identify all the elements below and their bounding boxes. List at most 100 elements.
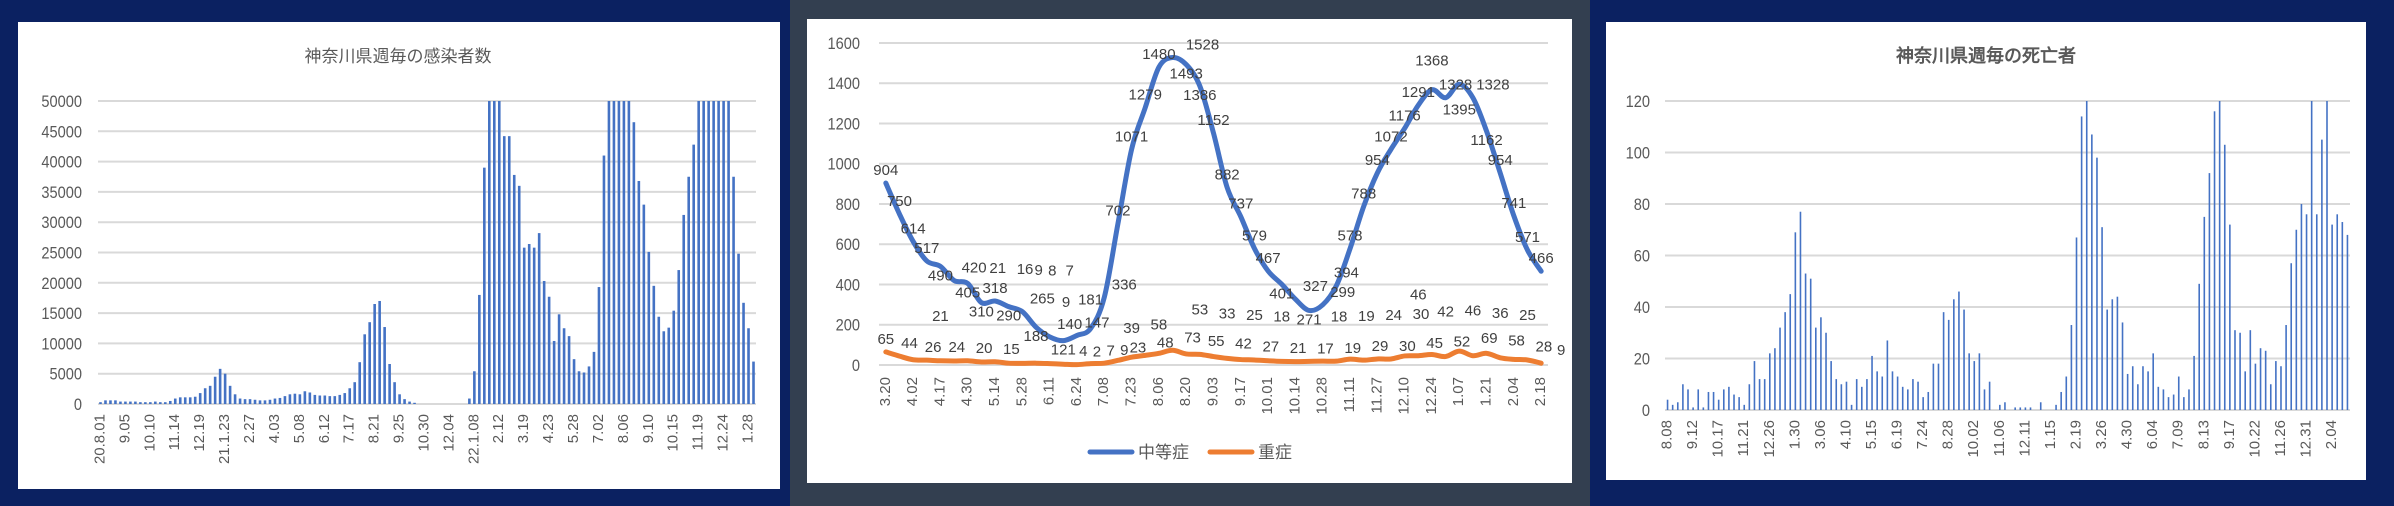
bar — [159, 402, 162, 404]
bar — [602, 155, 606, 404]
bar — [273, 398, 277, 404]
bar — [682, 214, 686, 404]
bar — [2280, 366, 2282, 410]
bar — [677, 270, 681, 404]
x-tick-label: 11.06 — [1991, 420, 2008, 456]
data-label: 9 — [1557, 342, 1565, 359]
x-tick-label: 9.03 — [1204, 377, 1221, 406]
bar — [243, 399, 247, 404]
x-tick-label: 2.04 — [2323, 420, 2340, 449]
bar — [218, 368, 222, 404]
x-tick-label: 2.04 — [1505, 377, 1522, 406]
bar — [617, 101, 621, 404]
bar — [268, 399, 272, 404]
x-tick-label: 12.10 — [1396, 377, 1413, 415]
bar — [1758, 379, 1761, 410]
bar — [592, 351, 596, 404]
data-label: 490 — [928, 267, 953, 284]
data-label: 788 — [1351, 185, 1376, 202]
y-tick-label: 35000 — [41, 184, 82, 202]
x-tick-label: 8.20 — [1177, 377, 1194, 406]
bar — [2137, 384, 2139, 410]
bar — [188, 397, 192, 404]
data-label: 23 — [1130, 339, 1147, 356]
y-tick-label: 120 — [1626, 93, 1651, 111]
bar — [328, 396, 332, 404]
bar — [497, 101, 501, 404]
x-tick-label: 2.18 — [1532, 377, 1549, 406]
bar — [512, 174, 516, 404]
y-tick-label: 100 — [1626, 145, 1651, 163]
data-label: 1176 — [1389, 107, 1421, 124]
bar — [378, 300, 381, 404]
data-label: 73 — [1184, 329, 1201, 346]
bar — [2341, 222, 2344, 410]
bar — [2290, 263, 2293, 410]
bar — [109, 400, 112, 404]
bar — [737, 253, 740, 404]
x-tick-label: 5.14 — [986, 377, 1003, 406]
bar — [208, 385, 212, 404]
y-tick-label: 45000 — [41, 123, 82, 141]
bar — [223, 373, 227, 404]
data-label: 1328 — [1476, 77, 1509, 94]
x-tick-label: 9.05 — [116, 414, 133, 443]
bar — [2111, 299, 2114, 410]
bar — [2085, 101, 2088, 410]
bar — [1738, 397, 1740, 410]
bar — [483, 167, 486, 404]
bar — [278, 397, 282, 404]
bar — [532, 247, 536, 404]
y-tick-label: 400 — [836, 277, 861, 295]
data-label: 30 — [1413, 306, 1430, 323]
legend-label: 中等症 — [1138, 443, 1189, 462]
x-tick-label: 10.02 — [1965, 420, 1982, 458]
data-label: 299 — [1330, 284, 1355, 301]
bar — [478, 294, 481, 404]
x-tick-label: 1.21 — [1478, 377, 1495, 406]
bar — [1947, 319, 1950, 410]
bar — [2055, 404, 2057, 410]
bar — [1978, 353, 1981, 410]
bar — [488, 101, 491, 404]
x-tick-label: 20.8.01 — [91, 414, 108, 464]
bar — [343, 393, 347, 404]
x-tick-label: 1.07 — [1450, 377, 1467, 406]
data-label: 48 — [1157, 334, 1174, 351]
bar — [1707, 391, 1710, 410]
bar — [492, 101, 496, 404]
bar — [119, 401, 122, 404]
x-tick-label: 7.08 — [1095, 377, 1112, 406]
data-label: 1328 — [1439, 77, 1472, 94]
bar — [1687, 389, 1689, 410]
bar — [1697, 389, 1700, 410]
data-label: 19 — [1358, 308, 1375, 325]
data-label: 1279 — [1129, 87, 1162, 104]
bar — [2326, 101, 2328, 410]
bar — [1712, 391, 1715, 410]
data-label: 290 — [996, 308, 1021, 325]
x-tick-label: 7.17 — [341, 414, 358, 443]
bar — [1794, 232, 1797, 410]
y-tick-label: 200 — [836, 317, 861, 335]
bar — [1763, 379, 1766, 410]
x-tick-label: 8.06 — [1150, 377, 1167, 406]
data-label: 394 — [1334, 265, 1359, 282]
bar — [114, 400, 117, 404]
data-label: 121 — [1051, 342, 1076, 359]
data-label: 405 — [955, 284, 980, 301]
x-tick-label: 5.15 — [1863, 420, 1880, 449]
bar — [2019, 407, 2022, 410]
data-label: 188 — [1023, 328, 1048, 345]
data-label: 58 — [1151, 316, 1168, 333]
x-tick-label: 9.17 — [1232, 377, 1249, 406]
bar — [2183, 397, 2185, 410]
data-label: 18 — [1273, 308, 1290, 325]
data-label: 954 — [1365, 152, 1390, 169]
data-label: 33 — [1219, 305, 1236, 322]
bar — [403, 399, 406, 404]
data-label: 882 — [1215, 166, 1240, 183]
deaths-chart-panel: 0 20 40 60 80 100 120 神奈川県週毎の死亡者 8.08 9.12 10.17 11… — [1590, 0, 2394, 506]
data-label: 4 — [1079, 343, 1087, 360]
bar — [647, 251, 651, 404]
